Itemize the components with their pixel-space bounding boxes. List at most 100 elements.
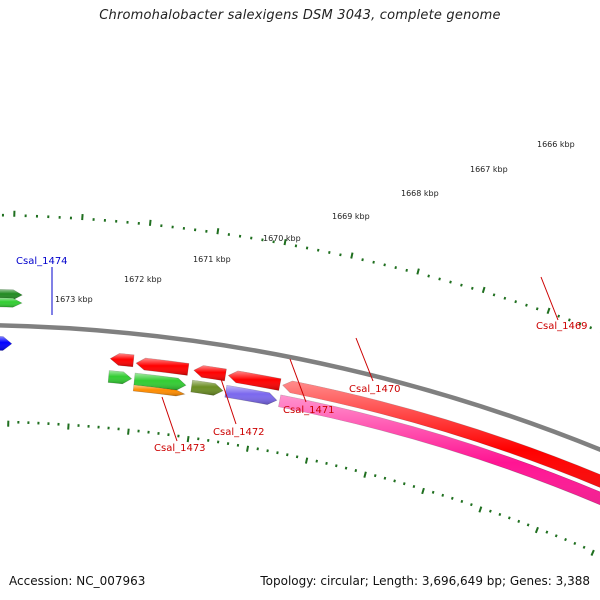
leader-line [161, 396, 178, 442]
scale-label: 1673 kbp [55, 295, 93, 304]
inner-minor-tick [383, 476, 387, 480]
scale-label: 1666 kbp [537, 140, 575, 149]
outer-major-tick [546, 307, 551, 314]
scale-label: 1670 kbp [263, 234, 301, 243]
inner-minor-tick [276, 451, 279, 455]
gene-arrow-csal-1472-orange [132, 384, 186, 397]
leader-line [355, 337, 374, 382]
inner-major-tick [421, 487, 425, 495]
inner-minor-tick [344, 466, 348, 470]
gene-arrow-csal-1469-cds [278, 394, 600, 506]
inner-minor-tick [489, 509, 492, 513]
outer-major-tick [416, 268, 420, 275]
inner-minor-tick [441, 493, 445, 497]
gene-arrow-csal-1474-bottom [0, 297, 23, 308]
gene-features [0, 289, 600, 506]
inner-minor-tick [526, 523, 530, 527]
inner-major-tick [363, 471, 367, 478]
inner-minor-tick [582, 545, 586, 549]
inner-minor-tick [402, 482, 406, 486]
outer-minor-tick [394, 266, 397, 270]
backbone-arc [0, 323, 600, 453]
outer-minor-tick [383, 263, 386, 267]
gene-label: Csal_1473 [154, 443, 206, 454]
inner-major-tick [534, 526, 539, 534]
inner-minor-tick [450, 496, 454, 500]
inner-minor-tick [573, 541, 577, 546]
gene-arrow-csal-1471-cds [190, 379, 224, 396]
inner-major-tick [246, 445, 250, 452]
outer-major-tick [283, 238, 287, 246]
outer-major-tick [481, 286, 486, 294]
label-leader-lines [51, 267, 559, 442]
inner-minor-tick [554, 534, 558, 538]
inner-major-tick [590, 549, 595, 556]
inner-major-tick [304, 457, 309, 464]
map-title: Chromohalobacter salexigens DSM 3043, co… [99, 8, 501, 23]
map-labels: 1666 kbp 1667 kbp 1668 kbp 1669 kbp 1670 kbp… [16, 140, 588, 454]
inner-minor-tick [470, 503, 473, 507]
scale-label: 1669 kbp [332, 212, 370, 221]
genome-stats-text: Topology: circular; Length: 3,696,649 bp… [260, 574, 590, 588]
outer-minor-tick [535, 307, 539, 311]
inner-minor-tick [517, 519, 521, 523]
gene-arrow-csal-1470 [227, 370, 282, 391]
inner-minor-tick [460, 499, 464, 504]
outer-major-tick [148, 219, 152, 226]
inner-minor-tick [354, 469, 358, 473]
outer-major-tick [350, 252, 354, 259]
outer-minor-tick [589, 326, 593, 330]
gene-label: Csal_1470 [349, 384, 401, 395]
inner-minor-tick [393, 479, 396, 483]
gene-label: Csal_1474 [16, 256, 68, 267]
gene-arrow-csal-1470-cds [224, 384, 278, 405]
gene-label: Csal_1469 [536, 321, 588, 332]
inner-major-tick [478, 506, 483, 513]
inner-minor-tick [335, 464, 338, 468]
outer-minor-tick [525, 303, 528, 307]
scale-label: 1671 kbp [193, 255, 231, 264]
scale-label: 1672 kbp [124, 275, 162, 284]
gene-label: Csal_1471 [283, 405, 335, 416]
leader-line [220, 378, 237, 425]
gene-arrow-csal-1473-cds [107, 370, 133, 385]
outer-minor-tick [557, 314, 561, 318]
gene-arrow-csal-1471 [193, 365, 227, 382]
leader-line [540, 276, 559, 321]
scale-label: 1667 kbp [470, 165, 508, 174]
outer-minor-tick [328, 250, 331, 254]
outer-minor-tick [427, 274, 430, 278]
outer-major-tick [216, 228, 220, 235]
gene-arrow-csal-1469 [282, 380, 600, 488]
outer-minor-tick [578, 322, 582, 326]
inner-minor-tick [373, 474, 377, 478]
gene-arrow-csal-1472 [135, 357, 190, 376]
scale-label: 1668 kbp [401, 189, 439, 198]
inner-minor-tick [564, 538, 567, 542]
outer-minor-tick [470, 286, 474, 290]
inner-minor-tick [325, 461, 328, 465]
inner-major-tick [127, 428, 130, 435]
outer-minor-tick [503, 296, 507, 300]
outer-minor-tick [514, 300, 518, 304]
inner-minor-tick [498, 512, 502, 517]
inner-minor-tick [431, 490, 435, 494]
inner-minor-tick [507, 516, 511, 520]
outer-minor-tick [492, 293, 496, 297]
gene-label: Csal_1472 [213, 427, 265, 438]
inner-minor-tick [412, 484, 416, 489]
inner-minor-tick [545, 530, 549, 534]
inner-minor-tick [315, 459, 318, 463]
inner-minor-tick [295, 455, 299, 459]
outer-minor-tick [449, 280, 452, 284]
inner-minor-tick [286, 453, 289, 457]
gene-arrow-csal-1473 [109, 353, 135, 368]
inner-major-tick [186, 435, 190, 443]
outer-minor-tick [405, 268, 408, 272]
genome-backbone [0, 323, 600, 453]
accession-text: Accession: NC_007963 [9, 574, 146, 588]
outer-minor-tick [460, 283, 463, 287]
leader-line [289, 358, 307, 403]
gene-arrow-csal-1474-cds [0, 336, 13, 351]
